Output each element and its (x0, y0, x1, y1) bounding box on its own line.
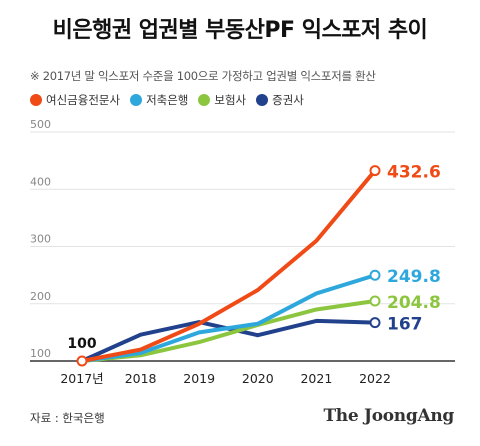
y-tick-label-3: 400 (30, 175, 51, 188)
end-label-0: 432.6 (387, 163, 441, 183)
legend-label-0: 여신금융전문사 (46, 93, 121, 107)
chart-subtitle: ※ 2017년 말 익스포저 수준을 100으로 가정하고 업권별 익스포저를 … (30, 69, 376, 83)
legend-label-1: 저축은행 (146, 93, 189, 107)
legend-item-1: 저축은행 (130, 92, 188, 108)
legend-item-2: 보험사 (198, 92, 246, 108)
chart-title: 비은행권 업권별 부동산PF 익스포저 추이 (52, 18, 428, 43)
end-point-0 (369, 165, 381, 177)
legend-item-0: 여신금융전문사 (30, 92, 120, 108)
y-tick-label-0: 100 (30, 347, 51, 360)
legend-swatch-0 (30, 94, 42, 106)
source-note: 자료 : 한국은행 (30, 411, 105, 425)
y-tick-label-4: 500 (30, 118, 51, 131)
legend-swatch-1 (130, 94, 143, 106)
legend-swatch-2 (198, 94, 211, 106)
x-tick-label-1: 2018 (125, 371, 157, 386)
x-tick-label-4: 2021 (300, 371, 332, 386)
end-point-3 (369, 317, 381, 329)
legend-label-3: 증권사 (272, 93, 304, 107)
end-label-3: 167 (387, 315, 423, 335)
legend-label-2: 보험사 (214, 93, 247, 107)
end-label-1: 249.8 (387, 267, 441, 287)
start-point (76, 355, 88, 367)
y-tick-label-2: 300 (30, 233, 51, 246)
legend-swatch-3 (256, 94, 269, 106)
x-tick-label-3: 2020 (242, 371, 274, 386)
end-point-1 (369, 269, 381, 281)
end-point-2 (369, 295, 381, 307)
legend-item-3: 증권사 (256, 92, 304, 108)
brand-logo: The JoongAng (323, 406, 454, 426)
y-tick-label-1: 200 (30, 290, 51, 303)
x-tick-label-5: 2022 (359, 371, 391, 386)
legend: 여신금융전문사 저축은행 보험사 증권사 (30, 92, 314, 108)
end-label-2: 204.8 (387, 293, 441, 313)
x-tick-label-2: 2019 (183, 371, 215, 386)
series-line-1 (80, 273, 377, 363)
start-label: 100 (67, 336, 96, 352)
series-line-0 (80, 168, 377, 363)
x-tick-label-0: 2017년 (60, 371, 103, 386)
